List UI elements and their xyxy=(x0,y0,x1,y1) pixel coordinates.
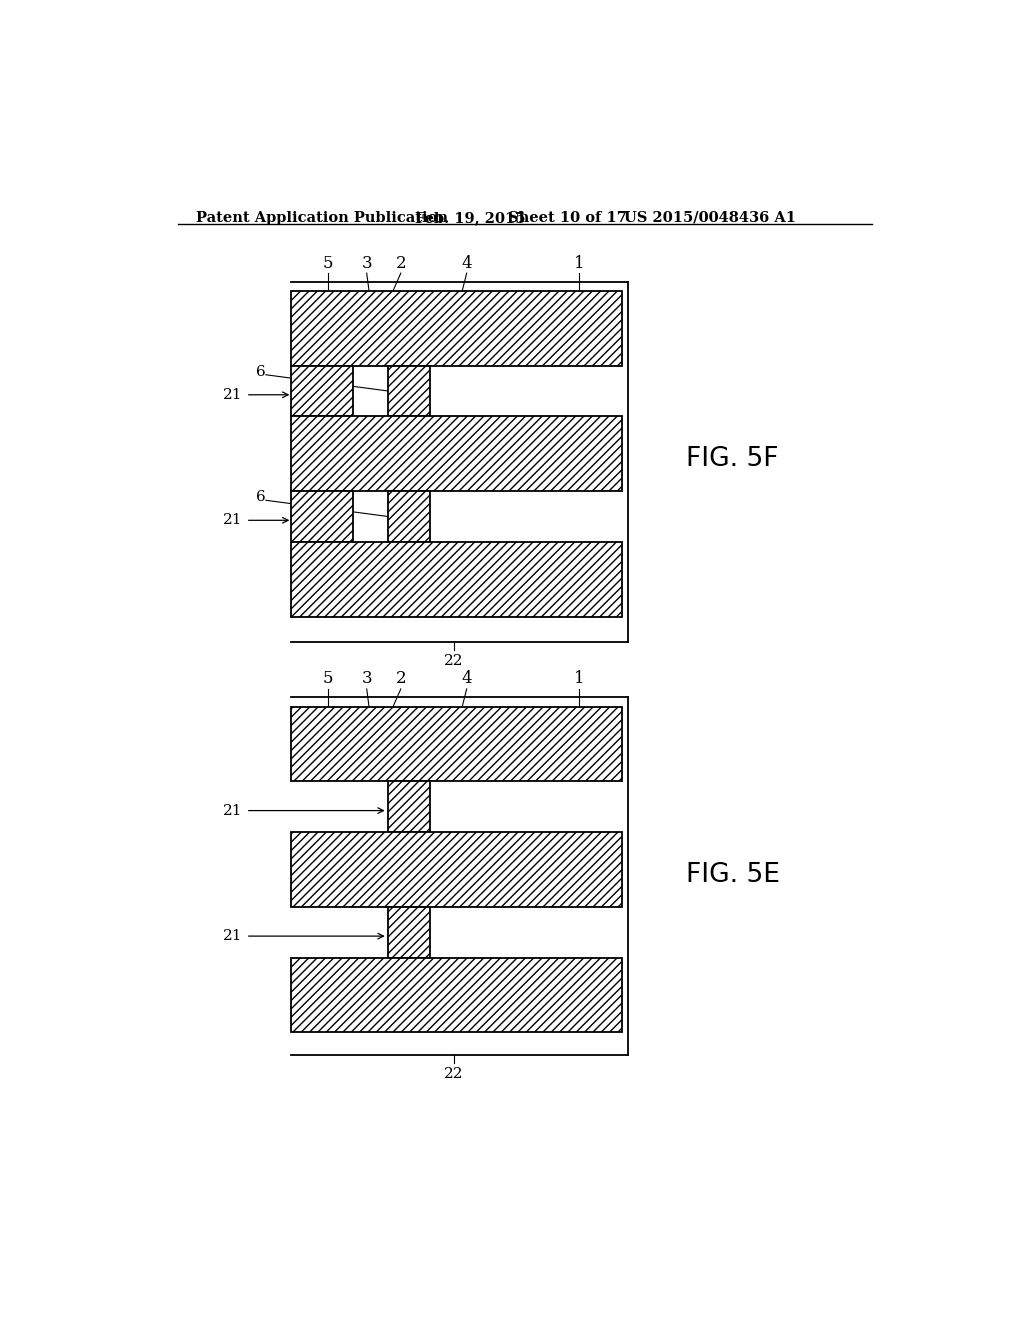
Text: FIG. 5F: FIG. 5F xyxy=(686,446,778,471)
Bar xyxy=(291,706,623,781)
Bar xyxy=(388,781,430,832)
Bar xyxy=(388,907,430,958)
Text: 4: 4 xyxy=(462,671,472,688)
Bar xyxy=(388,366,430,416)
Text: 22: 22 xyxy=(443,1067,463,1081)
Bar xyxy=(291,958,623,1032)
Text: 21: 21 xyxy=(223,388,243,401)
Text: 2: 2 xyxy=(395,671,407,688)
Text: 3: 3 xyxy=(361,671,372,688)
Text: 21: 21 xyxy=(223,929,243,942)
Bar xyxy=(291,491,352,543)
Bar xyxy=(291,290,623,366)
Text: 6: 6 xyxy=(256,364,266,379)
Bar xyxy=(388,491,430,543)
Text: US 2015/0048436 A1: US 2015/0048436 A1 xyxy=(624,211,796,224)
Text: 3: 3 xyxy=(361,255,372,272)
Bar xyxy=(291,543,623,616)
Text: Sheet 10 of 17: Sheet 10 of 17 xyxy=(508,211,627,224)
Text: 21: 21 xyxy=(223,804,243,817)
Text: 1: 1 xyxy=(573,671,585,688)
Text: 6: 6 xyxy=(256,490,266,504)
Bar xyxy=(291,366,352,416)
Text: 21: 21 xyxy=(223,513,243,527)
Text: 22: 22 xyxy=(443,653,463,668)
Bar xyxy=(291,832,623,907)
Text: 2: 2 xyxy=(395,255,407,272)
Text: Feb. 19, 2015: Feb. 19, 2015 xyxy=(415,211,525,224)
Text: FIG. 5E: FIG. 5E xyxy=(686,862,780,887)
Text: 5: 5 xyxy=(323,671,333,688)
Text: Patent Application Publication: Patent Application Publication xyxy=(197,211,449,224)
Text: 5: 5 xyxy=(323,255,333,272)
Bar xyxy=(291,416,623,491)
Text: 1: 1 xyxy=(573,255,585,272)
Text: 4: 4 xyxy=(462,255,472,272)
